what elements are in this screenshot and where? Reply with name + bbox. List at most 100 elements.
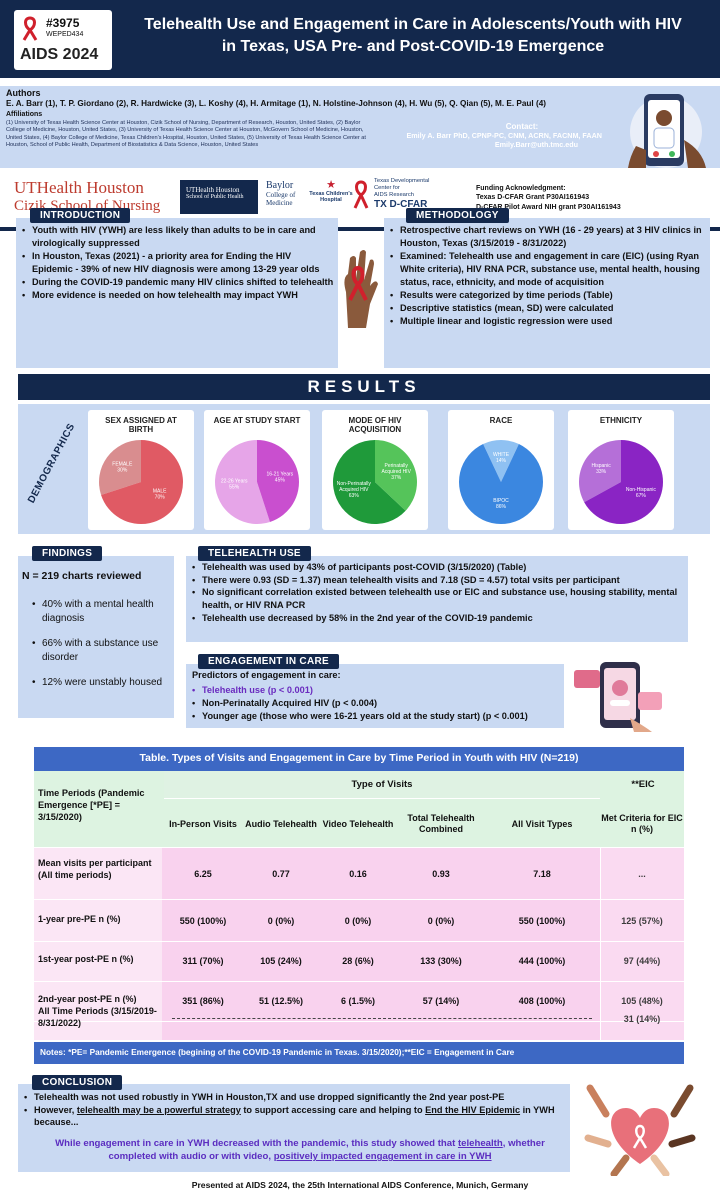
sph-logo-line2: School of Public Health (186, 194, 244, 200)
red-ribbon-icon (20, 16, 40, 42)
dcfar-logo-line4: TX D-CFAR (374, 198, 428, 210)
row-label: 1-year pre-PE n (%) (38, 914, 121, 924)
hand-ribbon-illustration (336, 248, 382, 330)
row-divider (34, 941, 684, 942)
affiliations-heading: Affiliations (6, 111, 43, 118)
pie-card: AGE AT STUDY START 22-26 Years 55% 16-21 Ye… (204, 410, 310, 530)
contact-box: Contact: Emily A. Barr PhD, CPNP-PC, CNM… (382, 122, 602, 149)
pie-card: ETHNICITY Hispanic 33% Non-Hispanic 67% (568, 410, 674, 530)
row-label: 2nd-year post-PE n (%) (38, 994, 137, 1004)
conclusion-highlight: While engagement in care in YWH decrease… (40, 1137, 560, 1163)
doctor-phone-illustration (606, 90, 716, 168)
engagement-list: Telehealth use (p < 0.001) Non-Perinatal… (192, 684, 562, 723)
findings-label: FINDINGS (32, 546, 103, 561)
authors-heading: Authors (6, 88, 41, 98)
introduction-list: Youth with HIV (YWH) are less likely tha… (22, 224, 334, 302)
pie-slice (99, 440, 141, 495)
table-cell: ... (638, 868, 646, 879)
eic-col-tint (600, 848, 684, 1040)
table-notes-bar (34, 1042, 684, 1064)
table-cell: 57 (14%) (422, 995, 460, 1006)
slice-label: BIPOC 86% (493, 498, 509, 510)
slice-label: Non-Hispanic 67% (626, 487, 657, 499)
logo-texas-childrens: ★ Texas Children's Hospital (308, 180, 354, 216)
star-icon: ★ (326, 179, 336, 191)
table-title: Table. Types of Visits and Engagement in… (139, 752, 579, 764)
baylor-logo-line3: Medicine (266, 199, 293, 207)
dcfar-ribbon-icon (353, 180, 369, 209)
table-cell: 6.25 (194, 868, 212, 879)
table-cell: 0 (0%) (267, 915, 295, 926)
table-cell: 28 (6%) (342, 955, 374, 966)
row-divider (34, 1021, 684, 1022)
table-title-bar (34, 747, 684, 771)
column-header: Total Telehealth Combined (407, 813, 475, 834)
logo-baylor: Baylor College of Medicine (266, 180, 308, 216)
row-label: All Time Periods (3/15/2019-8/31/2022) (38, 1006, 157, 1028)
eic-header: **EIC (631, 779, 655, 791)
findings-bullet: 12% were unstably housed (32, 676, 164, 690)
telehealth-list: Telehealth was used by 43% of participan… (192, 561, 686, 624)
row-label: 1st-year post-PE n (%) (38, 954, 134, 964)
pie-slice (584, 440, 663, 524)
slice-label: Perinatally Acquired HIV 37% (381, 463, 411, 481)
table-cell: 97 (44%) (623, 955, 661, 966)
slice-label: WHITE 14% (493, 452, 510, 464)
logo-sph: UTHealth Houston School of Public Health (180, 180, 258, 214)
table-cell: 0 (0%) (427, 915, 455, 926)
method-bullet: Multiple linear and logistic regression … (390, 315, 706, 328)
funding-line-1: Texas D-CFAR Grant P30AI161943 (476, 194, 590, 202)
results-banner (18, 374, 710, 400)
table-cell: 51 (12.5%) (258, 995, 304, 1006)
telehealth-phone-illustration (570, 656, 666, 732)
table-cell: 0.93 (432, 868, 450, 879)
table-cell: 0.77 (272, 868, 290, 879)
table-cell: 105 (24%) (260, 955, 302, 966)
baylor-logo-line1: Baylor (266, 180, 294, 191)
conclusion-emphasis: End the HIV Epidemic (425, 1104, 521, 1115)
row-label-bg (34, 848, 162, 1040)
findings-n: N = 219 charts reviewed (22, 570, 142, 582)
results-title: RESULTS (307, 377, 421, 396)
conclusion-bullet-1: Telehealth was not used robustly in YWH … (24, 1091, 568, 1104)
footer: Presented at AIDS 2024, the 25th Interna… (191, 1180, 529, 1190)
pie-title: MODE OF HIV ACQUISITION (348, 416, 402, 435)
conclusion-bullet-2: However, telehealth may be a powerful st… (24, 1104, 568, 1129)
row-head-cell: Time Periods (Pandemic Emergence [*PE] =… (38, 788, 145, 822)
telehealth-bullet: Telehealth use decreased by 58% in the 2… (192, 612, 686, 625)
contact-label: Contact: (505, 122, 539, 131)
pie-title: AGE AT STUDY START (213, 416, 301, 425)
table-cell: 550 (100%) (179, 915, 227, 926)
pie-title: ETHNICITY (599, 416, 643, 425)
table-cell: 31 (14%) (623, 1013, 661, 1024)
authors-panel (0, 86, 720, 168)
row-label: Mean visits per participant (All time pe… (38, 858, 152, 880)
affiliations-text: (1) University of Texas Health Science C… (6, 120, 366, 148)
table-cell: 311 (70%) (182, 955, 224, 966)
divider-bar (0, 227, 720, 231)
pie-card: RACE WHITE 14% BIPOC 86% (448, 410, 554, 530)
table-notes: Notes: *PE= Pandemic Emergence (begining… (40, 1047, 515, 1057)
uth-logo-line1: UTHealth Houston (14, 178, 144, 197)
slice-label: Non-Perinatally Acquired HIV 63% (337, 481, 372, 499)
conclusion-text: in YWH because... (34, 1104, 555, 1128)
pie-svg: 22-26 Years 55% 16-21 Years 45% (215, 440, 299, 524)
findings-bullet: 66% with a substance use disorder (32, 637, 164, 664)
table-cell: 444 (100%) (518, 955, 566, 966)
pie-svg: Hispanic 33% Non-Hispanic 67% (579, 440, 663, 524)
conclusion-emphasis: telehealth may be a powerful strategy (76, 1104, 241, 1115)
column-header: In-Person Visits (169, 818, 237, 829)
intro-bullet: During the COVID-19 pandemic many HIV cl… (22, 276, 334, 289)
poster-code: WEPED434 (46, 31, 84, 38)
pie-card: SEX ASSIGNED AT BIRTH FEMALE 30% MALE 70% (88, 410, 194, 530)
engagement-bullet: Younger age (those who were 16-21 years … (192, 710, 562, 723)
aids-2024-logo: AIDS 2024 (20, 46, 99, 63)
highlight-text: While engagement in care in YWH decrease… (55, 1138, 458, 1149)
slice-label: FEMALE 30% (112, 461, 133, 473)
findings-bullet: 40% with a mental health diagnosis (32, 598, 164, 625)
table-cell: 7.18 (533, 868, 551, 879)
engagement-bullet: Telehealth use (p < 0.001) (192, 684, 562, 697)
intro-bullet: Youth with HIV (YWH) are less likely tha… (22, 224, 334, 250)
tch-logo-line1: Texas Children's (309, 191, 353, 197)
pie-card: MODE OF HIV ACQUISITION Non-Perinatally Ac… (322, 410, 428, 530)
